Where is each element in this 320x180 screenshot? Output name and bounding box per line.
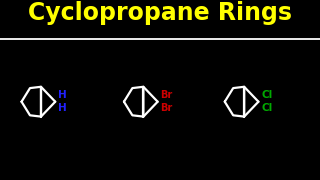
Text: Cyclopropane Rings: Cyclopropane Rings — [28, 1, 292, 25]
Text: H: H — [58, 103, 67, 113]
Text: Br: Br — [160, 103, 172, 113]
Text: H: H — [58, 90, 67, 100]
Text: Br: Br — [160, 90, 172, 100]
Text: Cl: Cl — [261, 103, 272, 113]
Text: Cl: Cl — [261, 90, 272, 100]
